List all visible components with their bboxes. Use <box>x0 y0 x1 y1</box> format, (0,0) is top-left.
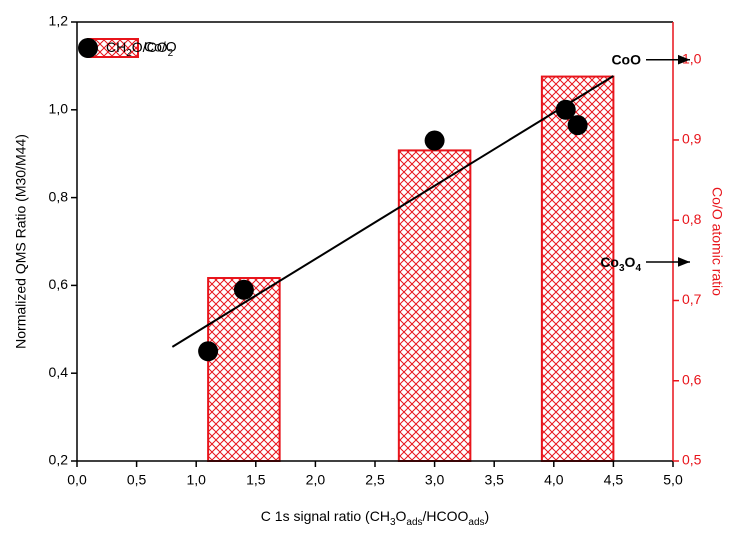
annotation-label: CoO <box>611 51 641 67</box>
y-tick-label: 1,2 <box>49 13 69 29</box>
fit-line <box>171 75 614 348</box>
x-tick-label: 4,0 <box>544 472 564 488</box>
bar <box>207 277 281 462</box>
x-tick-label: 2,5 <box>365 472 385 488</box>
x-tick-label: 5,0 <box>663 472 683 488</box>
text-part: O <box>396 508 407 524</box>
x-tick-label: 2,0 <box>306 472 326 488</box>
x-axis-label: C 1s signal ratio (CH3Oads/HCOOads) <box>261 508 489 528</box>
x-tick-label: 4,5 <box>604 472 624 488</box>
y-tick-label: 0,8 <box>49 188 69 204</box>
x-tick-label: 1,5 <box>246 472 266 488</box>
y2-axis-label: Co/O atomic ratio <box>709 187 725 296</box>
text-part: ) <box>485 508 490 524</box>
subscript: ads <box>406 517 422 528</box>
point <box>198 341 219 362</box>
point <box>424 130 445 151</box>
text-part: C 1s signal ratio (CH <box>261 508 390 524</box>
subscript: 4 <box>635 263 641 274</box>
point <box>567 115 588 136</box>
y2-tick-label: 0,6 <box>682 371 702 387</box>
x-tick-label: 0,0 <box>67 472 87 488</box>
subscript: 2 <box>168 48 174 59</box>
x-tick-label: 3,5 <box>484 472 504 488</box>
text-part: CH <box>106 39 126 55</box>
x-tick-label: 1,0 <box>186 472 206 488</box>
annotation-label: Co3O4 <box>600 254 641 274</box>
x-tick-label: 0,5 <box>127 472 147 488</box>
subscript: 2 <box>126 48 132 59</box>
subscript: 3 <box>390 517 396 528</box>
y-tick-label: 0,2 <box>49 452 69 468</box>
text-part: Co <box>600 254 619 270</box>
legend-label: Co/O <box>144 39 177 55</box>
subscript: ads <box>468 517 484 528</box>
legend-label: CH2O/CO2 <box>106 39 174 59</box>
point <box>233 279 254 300</box>
y2-tick-label: 0,9 <box>682 131 702 147</box>
text-part: O <box>625 254 636 270</box>
text-part: CoO <box>611 51 641 67</box>
bar <box>397 149 472 462</box>
y2-tick-label: 1,0 <box>682 50 702 66</box>
y-tick-label: 0,4 <box>49 364 69 380</box>
y-tick-label: 0,6 <box>49 276 69 292</box>
y-axis-label: Normalized QMS Ratio (M30/M44) <box>13 134 29 349</box>
y2-tick-label: 0,7 <box>682 291 702 307</box>
bar <box>540 75 615 463</box>
subscript: 3 <box>619 263 625 274</box>
legend-marker <box>78 38 98 58</box>
point <box>555 99 576 120</box>
text-part: /HCOO <box>423 508 469 524</box>
x-tick-label: 3,0 <box>425 472 445 488</box>
y-tick-label: 1,0 <box>49 101 69 117</box>
y2-tick-label: 0,5 <box>682 452 702 468</box>
text-part: O/CO <box>132 39 168 55</box>
y2-tick-label: 0,8 <box>682 211 702 227</box>
